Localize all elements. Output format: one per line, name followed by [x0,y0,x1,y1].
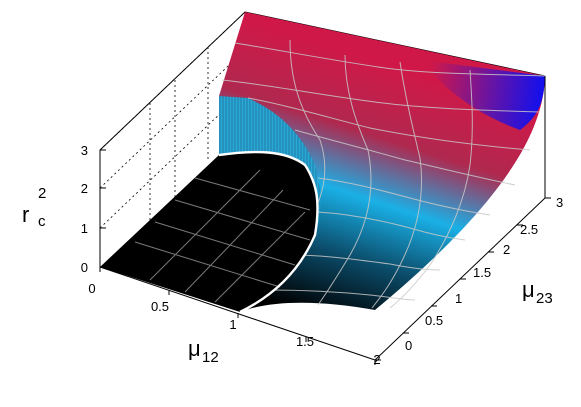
svg-text:12: 12 [202,349,219,366]
surface-wall [219,96,321,235]
z-tick: 1 [81,221,88,236]
zero-region [100,152,318,312]
surface [219,12,546,312]
zero-region-grid [134,169,311,303]
y-tick: 1 [455,291,462,306]
y-tick: 2.5 [520,222,538,237]
x-tick: 2 [373,352,380,367]
x-tick: 1.5 [296,334,314,349]
svg-text:c: c [38,213,46,230]
y-tick: 0.5 [425,313,443,328]
svg-text:μ: μ [522,277,535,302]
z-tick: 2 [81,181,88,196]
x-axis-label: μ 12 [188,336,219,366]
svg-text:23: 23 [536,290,553,307]
svg-text:μ: μ [188,336,201,361]
svg-text:r: r [22,202,29,227]
svg-text:2: 2 [38,185,46,202]
y-tick: 1.5 [473,265,491,280]
tick-marks [99,149,551,365]
y-tick: 2 [503,242,510,257]
z-tick: 0 [81,260,88,275]
x-tick: 0.5 [151,299,169,314]
x-tick: 1 [229,317,236,332]
y-tick: 3 [556,195,563,210]
y-tick: 0 [405,338,412,353]
z-tick: 3 [81,143,88,158]
x-tick: 0 [88,281,95,296]
boundary-curve [218,150,319,314]
surface-blue-corner [420,60,545,130]
y-axis-label: μ 23 [522,277,553,307]
z-axis-label: r 2 c [22,185,46,230]
